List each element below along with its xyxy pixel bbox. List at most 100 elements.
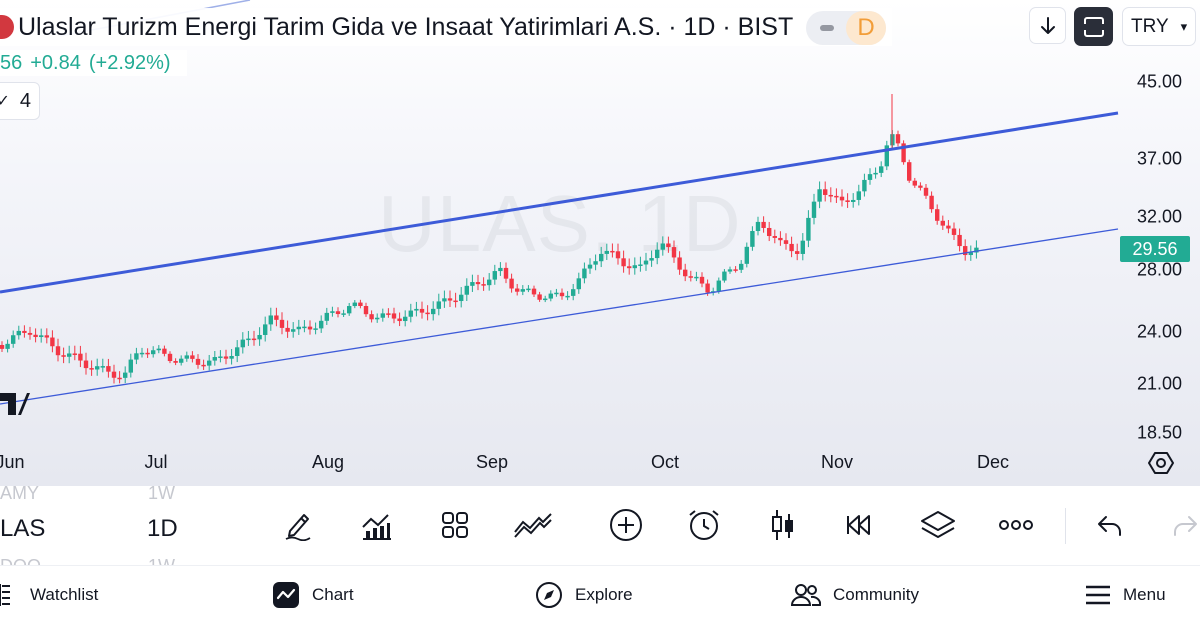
candle-body — [918, 185, 923, 188]
candle-body — [235, 347, 240, 357]
lower-trendline[interactable] — [0, 228, 1119, 405]
symbol-prev[interactable]: AMY — [0, 483, 40, 503]
candle-body — [106, 366, 111, 372]
candle-body — [151, 350, 156, 355]
candle-body — [862, 179, 867, 192]
candle-body — [839, 196, 845, 201]
currency-select[interactable]: TRY ▾ — [1122, 7, 1196, 46]
chart-settings-icon[interactable] — [1148, 450, 1174, 476]
last-price-fragment: 56 — [0, 51, 23, 74]
candle-body — [571, 289, 576, 296]
candle-body — [520, 289, 525, 292]
nav-chart[interactable]: Chart — [272, 567, 354, 623]
compare-button[interactable] — [513, 505, 553, 545]
candle-body — [257, 334, 262, 340]
upper-trendline[interactable] — [0, 111, 1119, 294]
interval-prev[interactable]: 1W — [148, 483, 175, 503]
candle-body — [414, 308, 419, 311]
nav-menu[interactable]: Menu — [1085, 567, 1166, 623]
candlestick-chart[interactable] — [0, 0, 1200, 486]
candle-body — [811, 201, 817, 218]
candle-body — [879, 166, 884, 173]
candle-body — [655, 249, 660, 259]
candle-body — [767, 227, 772, 237]
candles-group — [0, 94, 979, 384]
candle-body — [739, 263, 744, 270]
candle-body — [380, 313, 385, 318]
undo-button[interactable] — [1090, 505, 1130, 545]
more-button[interactable] — [996, 505, 1036, 545]
drawing-tools-button[interactable] — [278, 505, 318, 545]
candle-body — [582, 268, 587, 279]
candle-body — [856, 191, 861, 200]
candle-body — [492, 271, 497, 280]
chevron-down-icon: ▾ — [1180, 18, 1188, 34]
candle-body — [750, 231, 755, 247]
time-tick: Jun — [0, 452, 25, 472]
candle-body — [335, 311, 341, 315]
candle-body — [67, 353, 72, 357]
layers-button[interactable] — [918, 505, 958, 545]
candle-body — [419, 308, 425, 313]
candle-body — [173, 361, 178, 363]
market-status-pill[interactable]: D — [806, 11, 886, 45]
time-tick: Nov — [820, 452, 854, 472]
candle-body — [951, 228, 957, 235]
candle-body — [341, 313, 346, 315]
candle-body — [431, 308, 436, 315]
interval-next[interactable]: 1W — [148, 556, 175, 565]
symbol-picker[interactable]: LAS — [0, 515, 46, 542]
chart-area[interactable]: ULAS, 1D Ulaslar Turizm Energi Tarim Gid… — [0, 0, 1200, 486]
candle-body — [531, 288, 537, 295]
candle-body — [470, 282, 475, 286]
candle-body — [778, 237, 783, 241]
nav-explore[interactable]: Explore — [535, 567, 633, 623]
hamburger-icon — [1086, 585, 1110, 605]
indicators-button[interactable] — [356, 505, 396, 545]
candle-body — [246, 338, 251, 341]
candle-body — [302, 326, 307, 329]
price-change: +0.84 — [30, 51, 81, 74]
candle-body — [139, 352, 145, 355]
candle-body — [22, 330, 27, 333]
candle-body — [190, 355, 195, 359]
nav-watchlist[interactable]: Watchlist — [0, 567, 98, 623]
fullscreen-button[interactable] — [1074, 7, 1113, 46]
chart-type-button[interactable] — [763, 505, 803, 545]
compare-icon — [514, 513, 552, 538]
download-button[interactable] — [1029, 7, 1066, 44]
candle-body — [223, 356, 229, 359]
candle-body — [167, 353, 173, 362]
candle-body — [330, 311, 335, 313]
candle-body — [475, 282, 481, 285]
arrow-down-icon — [1040, 16, 1055, 34]
candle-body — [744, 246, 749, 264]
candle-body — [610, 250, 615, 253]
interval-picker[interactable]: 1D — [147, 515, 178, 542]
add-button[interactable] — [606, 505, 646, 545]
candle-body — [509, 278, 514, 289]
alert-button[interactable] — [684, 505, 724, 545]
candle-body — [78, 353, 83, 361]
candle-body — [761, 221, 766, 228]
candle-body — [240, 339, 245, 348]
replay-button[interactable] — [840, 505, 880, 545]
candle-body — [923, 187, 929, 196]
price-tick: 45.00 — [1136, 71, 1182, 92]
candle-body — [291, 329, 296, 332]
candle-body — [369, 314, 374, 320]
symbol-title-bar[interactable]: Ulaslar Turizm Energi Tarim Gida ve Insa… — [0, 8, 892, 46]
indicators-toggle[interactable]: ✓ 4 — [0, 82, 40, 120]
candle-body — [694, 276, 699, 279]
candle-body — [403, 316, 408, 322]
nav-community[interactable]: Community — [791, 567, 919, 623]
indicator-count: 4 — [19, 89, 31, 112]
tradingview-logo-icon — [0, 393, 30, 415]
candlestick-icon — [772, 510, 793, 540]
symbol-next[interactable]: DOO — [0, 556, 41, 565]
last-price-label: 29.56 — [1120, 236, 1190, 262]
candle-body — [615, 251, 621, 259]
candle-body — [212, 357, 217, 361]
templates-button[interactable] — [435, 505, 475, 545]
redo-button[interactable] — [1170, 505, 1200, 545]
